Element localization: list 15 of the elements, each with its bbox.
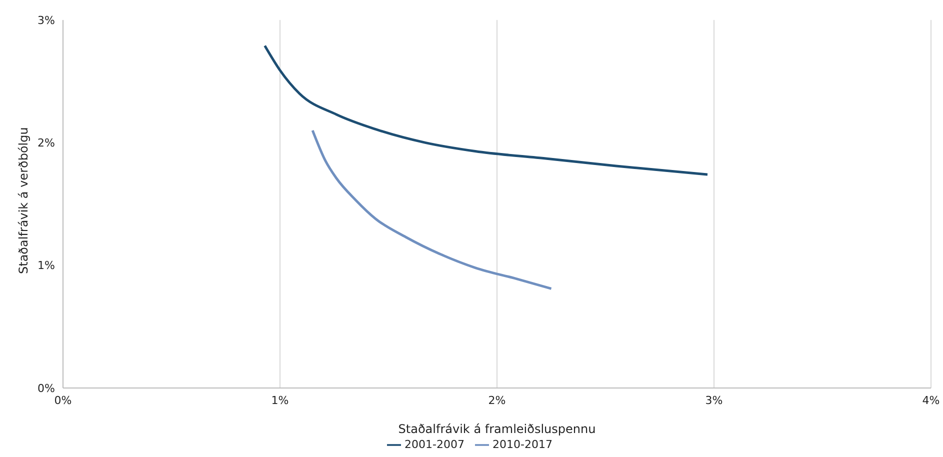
x-tick-label: 4% [922, 394, 940, 407]
x-axis-title: Staðalfrávik á framleiðsluspennu [398, 422, 596, 436]
y-tick-label: 2% [38, 136, 55, 150]
line-series [311, 129, 552, 290]
x-tick-label: 1% [271, 394, 289, 407]
y-tick-label: 0% [38, 382, 55, 395]
x-tick-label: 0% [54, 394, 72, 407]
x-tick-label: 3% [705, 394, 723, 407]
line-series [264, 44, 709, 176]
y-tick-label: 3% [38, 14, 55, 27]
x-tick-label: 2% [488, 394, 506, 407]
y-tick-label: 1% [38, 259, 55, 272]
legend-label: 2010-2017 [492, 438, 552, 452]
legend-label: 2001-2007 [404, 438, 464, 452]
y-axis-title: Staðalfrávik á verðbólgu [16, 127, 30, 274]
